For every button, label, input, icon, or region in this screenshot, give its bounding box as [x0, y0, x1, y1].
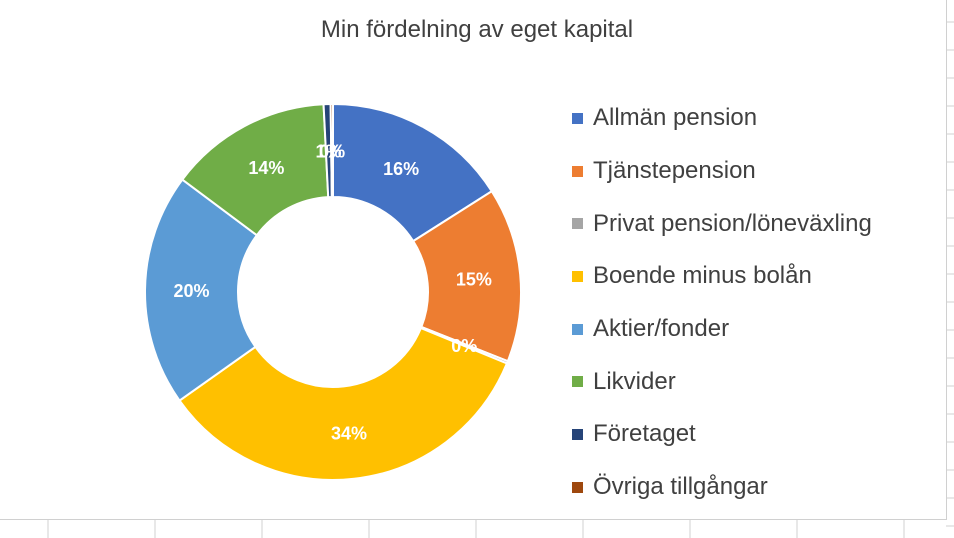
legend-swatch: [572, 270, 583, 282]
legend-swatch: [572, 112, 583, 124]
legend-label: Boende minus bolån: [593, 262, 812, 290]
legend-item[interactable]: Allmän pension: [572, 92, 872, 145]
legend-item[interactable]: Tjänstepension: [572, 145, 872, 198]
legend-item[interactable]: Privat pension/löneväxling: [572, 197, 872, 250]
legend-swatch: [572, 428, 583, 440]
chart-legend: Allmän pension Tjänstepension Privat pensi…: [572, 92, 872, 514]
legend-swatch: [572, 165, 583, 177]
legend-item[interactable]: Företaget: [572, 408, 872, 461]
legend-item[interactable]: Aktier/fonder: [572, 303, 872, 356]
legend-label: Tjänstepension: [593, 157, 756, 185]
legend-swatch: [572, 481, 583, 493]
legend-label: Övriga tillgångar: [593, 473, 768, 501]
donut-slice-0[interactable]: [332, 102, 494, 243]
donut-slice-3[interactable]: [178, 326, 509, 481]
legend-label: Likvider: [593, 367, 676, 395]
chart-area[interactable]: Min fördelning av eget kapital 16% 15% 0% 3…: [0, 0, 947, 520]
legend-swatch: [572, 218, 583, 230]
legend-item[interactable]: Övriga tillgångar: [572, 461, 872, 514]
legend-swatch: [572, 376, 583, 388]
legend-swatch: [572, 323, 583, 335]
data-label-1: 15%: [456, 270, 492, 290]
legend-label: Allmän pension: [593, 104, 758, 132]
legend-label: Aktier/fonder: [593, 315, 730, 343]
data-label-6: 1%: [316, 142, 342, 162]
legend-item[interactable]: Boende minus bolån: [572, 250, 872, 303]
data-label-0: 16%: [383, 159, 419, 179]
chart-title: Min fördelning av eget kapital: [320, 16, 634, 43]
donut-chart: 16%15%0%34%20%14%1%0%: [144, 102, 522, 481]
data-label-3: 34%: [331, 424, 367, 444]
legend-label: Företaget: [593, 420, 696, 448]
data-label-2: 0%: [451, 336, 477, 356]
legend-label: Privat pension/löneväxling: [593, 209, 872, 237]
donut-slice-7[interactable]: [329, 102, 334, 199]
legend-item[interactable]: Likvider: [572, 355, 872, 408]
data-label-4: 20%: [173, 281, 209, 301]
donut-slice-4[interactable]: [144, 178, 259, 402]
data-label-7: 0%: [319, 142, 345, 162]
data-label-5: 14%: [248, 158, 284, 178]
